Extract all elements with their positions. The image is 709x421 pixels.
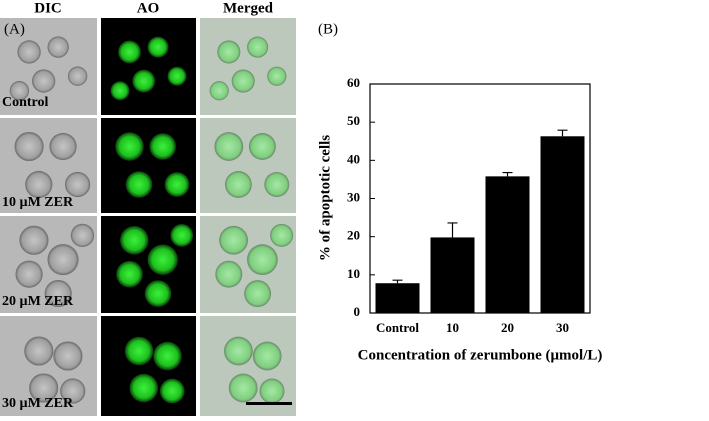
cell: [120, 226, 149, 255]
cell: [219, 225, 249, 255]
y-tick-label: 10: [347, 266, 360, 281]
cell: [25, 170, 53, 199]
row-label: 10 µM ZER: [2, 195, 74, 210]
cell: [224, 336, 253, 366]
cell: [247, 244, 278, 276]
cell: [217, 40, 241, 64]
cell: [264, 172, 290, 197]
bar: [375, 283, 420, 313]
y-tick-label: 30: [347, 189, 360, 204]
scale-bar: [246, 402, 292, 405]
cell: [60, 378, 86, 404]
cell: [29, 373, 59, 403]
cell: [47, 244, 79, 276]
cell: [129, 373, 158, 403]
cell: [132, 69, 156, 93]
micrograph: [200, 18, 296, 115]
y-tick-label: 40: [347, 151, 360, 166]
y-tick-label: 0: [354, 304, 361, 319]
cell: [70, 223, 95, 248]
cell: [170, 224, 194, 247]
row-label: 30 µM ZER: [2, 396, 74, 411]
micrographs: [0, 18, 296, 416]
cell: [149, 133, 177, 160]
error-bar: [502, 171, 513, 177]
micrograph: [101, 18, 196, 115]
cell: [64, 171, 91, 198]
micrograph: [200, 118, 296, 213]
cell: [19, 225, 49, 255]
cell: [231, 69, 255, 93]
micrograph: [0, 118, 97, 213]
cell: [259, 378, 285, 404]
y-tick-label: 60: [347, 75, 360, 90]
cell: [147, 36, 169, 58]
row-label: Control: [2, 95, 49, 110]
column-header: DIC: [34, 0, 62, 16]
cell: [14, 131, 44, 162]
cell: [24, 336, 54, 366]
cell: [248, 133, 276, 160]
cell: [53, 341, 83, 371]
cell: [125, 171, 153, 198]
cell: [224, 171, 252, 198]
column-header: AO: [137, 0, 160, 16]
bar: [485, 176, 530, 313]
cell: [44, 280, 72, 308]
cell: [124, 336, 154, 366]
error-bar: [557, 129, 568, 137]
y-tick-label: 50: [347, 113, 360, 128]
cell: [270, 223, 294, 247]
cell: [17, 40, 41, 64]
y-tick-label: 20: [347, 228, 360, 243]
cell: [110, 81, 130, 101]
x-axis-label: Concentration of zerumbone (μmol/L): [358, 347, 603, 363]
cell: [214, 132, 244, 161]
cell: [67, 66, 88, 86]
cell: [15, 260, 43, 288]
cell: [118, 40, 141, 64]
micrograph: [101, 118, 196, 213]
cell: [267, 66, 287, 86]
error-bar: [392, 279, 403, 284]
bar: [540, 136, 585, 313]
x-tick-label: 20: [501, 320, 514, 335]
row-label: 20 µM ZER: [2, 294, 74, 309]
cell: [153, 341, 182, 371]
x-tick-label: 30: [556, 320, 569, 335]
column-header: Merged: [223, 0, 274, 16]
cell: [47, 36, 69, 58]
panel-label: (A): [4, 21, 25, 37]
cell: [115, 132, 144, 161]
cell: [159, 378, 185, 404]
cell: [215, 260, 243, 288]
cell: [49, 132, 77, 161]
cell: [247, 36, 269, 58]
panel-label: (B): [318, 21, 338, 37]
cell: [228, 373, 258, 403]
error-bar: [447, 222, 458, 238]
cell: [167, 66, 187, 86]
cell: [164, 172, 190, 197]
x-tick-label: Control: [376, 320, 419, 335]
cell: [116, 260, 143, 288]
cell: [209, 81, 229, 101]
bar: [430, 237, 475, 313]
cell: [9, 81, 30, 101]
cell: [32, 69, 56, 93]
cell: [144, 280, 172, 307]
y-axis-label: % of apoptotic cells: [317, 135, 333, 261]
cell: [252, 341, 282, 371]
cell: [244, 280, 272, 308]
x-tick-label: 10: [446, 320, 459, 335]
cell: [147, 244, 178, 275]
